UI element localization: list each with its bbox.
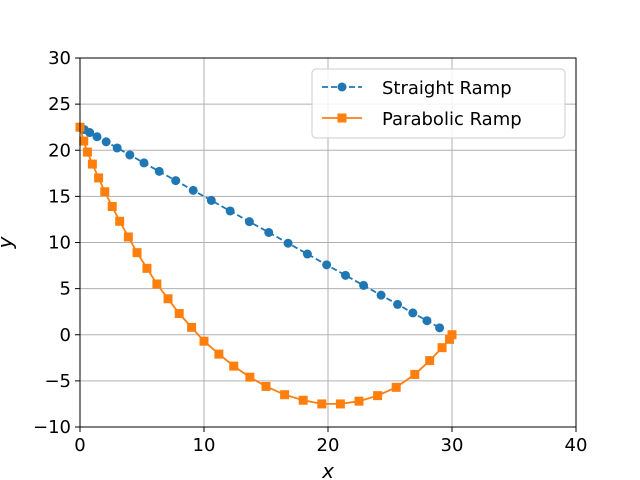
- data-point: [264, 227, 274, 237]
- y-axis-label: y: [0, 235, 17, 249]
- data-point: [261, 381, 271, 391]
- data-point: [302, 249, 312, 259]
- axis-ticks: 0 10 20 30 40 −10 −5 0 5 10 15 20 25 30: [33, 48, 587, 456]
- data-point: [335, 399, 345, 409]
- data-point: [163, 294, 173, 304]
- legend-label: Parabolic Ramp: [382, 109, 522, 130]
- data-point: [337, 82, 347, 92]
- data-point: [337, 113, 347, 123]
- data-point: [142, 263, 152, 273]
- series-1: [75, 122, 457, 409]
- y-tick-label: 5: [60, 279, 71, 300]
- data-point: [101, 137, 111, 147]
- x-tick-label: 30: [441, 435, 464, 456]
- data-point: [85, 128, 95, 138]
- y-tick-label: −10: [33, 417, 71, 438]
- data-point: [229, 361, 239, 371]
- data-point: [214, 349, 224, 359]
- data-point: [298, 395, 308, 405]
- data-point: [280, 390, 290, 400]
- data-point: [115, 216, 125, 226]
- data-point: [376, 290, 386, 300]
- data-point: [132, 248, 142, 258]
- data-point: [354, 396, 364, 406]
- y-tick-label: 15: [48, 186, 71, 207]
- data-point: [174, 309, 184, 319]
- y-tick-label: 25: [48, 94, 71, 115]
- data-point: [139, 158, 149, 168]
- data-point: [317, 399, 327, 409]
- legend-label: Straight Ramp: [382, 78, 512, 99]
- data-point: [283, 238, 293, 248]
- data-point: [408, 308, 418, 318]
- data-point: [82, 147, 92, 157]
- data-point: [79, 136, 89, 146]
- data-point: [171, 176, 181, 186]
- y-tick-label: −5: [44, 371, 71, 392]
- x-tick-label: 0: [74, 435, 85, 456]
- x-tick-label: 10: [193, 435, 216, 456]
- y-tick-label: 0: [60, 325, 71, 346]
- data-point: [225, 206, 235, 216]
- data-point: [94, 173, 104, 183]
- data-point: [107, 202, 117, 212]
- series-line: [79, 126, 453, 405]
- data-point: [152, 279, 162, 289]
- x-axis-label: x: [321, 459, 334, 480]
- data-point: [123, 232, 133, 242]
- series-line: [79, 126, 441, 329]
- data-point: [92, 132, 102, 142]
- data-point: [100, 187, 110, 197]
- data-point: [425, 356, 435, 366]
- data-point: [244, 217, 254, 227]
- series-0: [75, 122, 445, 333]
- y-tick-label: 20: [48, 140, 71, 161]
- data-point: [410, 369, 420, 379]
- y-tick-label: 30: [48, 48, 71, 69]
- data-point: [437, 343, 447, 353]
- legend: Straight Ramp Parabolic Ramp: [311, 68, 566, 139]
- y-tick-label: 10: [48, 233, 71, 254]
- data-point: [359, 280, 369, 290]
- data-point: [393, 299, 403, 309]
- data-point: [112, 143, 122, 153]
- data-point: [245, 372, 255, 382]
- data-point: [447, 330, 457, 340]
- data-point: [125, 150, 135, 160]
- data-point: [391, 382, 401, 392]
- data-point: [340, 270, 350, 280]
- data-point: [445, 334, 455, 344]
- series-layer: [75, 122, 457, 409]
- data-point: [206, 195, 216, 205]
- data-point: [154, 166, 164, 176]
- data-point: [373, 391, 383, 401]
- data-point: [188, 185, 198, 195]
- legend-box: [311, 68, 566, 139]
- data-point: [187, 322, 197, 332]
- data-point: [199, 336, 209, 346]
- data-point: [435, 323, 445, 333]
- data-point: [87, 159, 97, 169]
- data-point: [322, 260, 332, 270]
- data-point: [422, 316, 432, 326]
- x-tick-label: 20: [317, 435, 340, 456]
- x-tick-label: 40: [565, 435, 588, 456]
